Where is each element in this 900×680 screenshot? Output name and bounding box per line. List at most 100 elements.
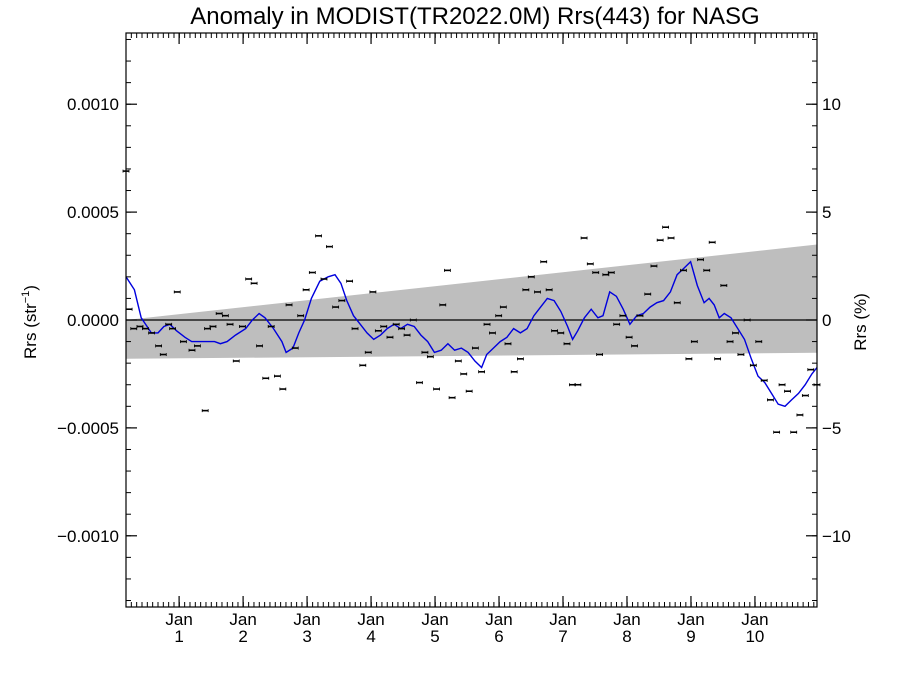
- data-point: [680, 268, 687, 272]
- y-tick-label-right: 0: [822, 311, 831, 330]
- x-tick-label-year: 10: [745, 627, 764, 646]
- data-point: [245, 277, 253, 281]
- data-point: [250, 281, 258, 285]
- data-point: [613, 322, 621, 326]
- data-point: [194, 344, 201, 348]
- x-tick-label-year: 8: [622, 627, 631, 646]
- data-point: [631, 344, 638, 348]
- y-axis-label-left-sup: −1: [20, 291, 32, 304]
- data-point: [592, 271, 600, 275]
- data-point: [291, 346, 299, 350]
- data-point: [426, 355, 434, 359]
- data-points-layer: [122, 169, 821, 434]
- x-tick-label-month: Jan: [293, 610, 320, 629]
- x-tick-label-year: 5: [430, 627, 439, 646]
- x-tick-label-year: 7: [558, 627, 567, 646]
- data-point: [801, 394, 809, 398]
- data-point: [320, 277, 328, 281]
- data-point: [489, 331, 496, 335]
- data-point: [478, 370, 485, 374]
- data-point: [574, 383, 582, 387]
- data-point: [662, 225, 670, 229]
- data-point: [690, 340, 698, 344]
- y-axis-label-right: Rrs (%): [851, 293, 870, 351]
- data-point: [465, 389, 473, 393]
- data-point: [557, 331, 565, 335]
- data-point: [517, 357, 524, 361]
- data-point: [201, 409, 209, 413]
- data-point: [262, 376, 270, 380]
- data-point: [755, 340, 763, 344]
- x-tick-label-year: 2: [238, 627, 247, 646]
- data-point: [302, 288, 310, 292]
- data-point: [374, 329, 382, 333]
- data-point: [308, 271, 316, 275]
- data-point: [796, 413, 804, 417]
- data-point: [540, 260, 548, 264]
- data-point: [421, 350, 429, 354]
- data-point: [743, 318, 751, 322]
- data-point: [351, 327, 359, 331]
- data-point: [416, 381, 423, 385]
- data-point: [673, 301, 681, 305]
- data-point: [326, 245, 333, 249]
- y-axis-label-left: Rrs (str−1): [20, 285, 40, 359]
- data-point: [256, 344, 263, 348]
- data-point: [499, 305, 507, 309]
- data-point: [602, 273, 610, 277]
- y-tick-label-left: −0.0010: [57, 527, 119, 546]
- data-point: [563, 342, 571, 346]
- y-tick-label-right: 10: [822, 95, 841, 114]
- data-point: [364, 350, 372, 354]
- x-tick-label-month: Jan: [741, 610, 768, 629]
- x-tick-label-year: 1: [174, 627, 183, 646]
- chart-title: Anomaly in MODIST(TR2022.0M) Rrs(443) fo…: [190, 3, 759, 30]
- x-tick-label-month: Jan: [485, 610, 512, 629]
- y-tick-label-right: 5: [822, 203, 831, 222]
- data-point: [703, 268, 711, 272]
- y-tick-label-right: −10: [822, 527, 851, 546]
- data-point: [315, 234, 322, 238]
- data-point: [359, 363, 367, 367]
- data-point: [239, 324, 246, 328]
- data-point: [644, 292, 652, 296]
- y-axis-label-left-close: ): [21, 285, 40, 291]
- data-point: [221, 314, 229, 318]
- data-point: [619, 314, 627, 318]
- data-point: [180, 340, 187, 344]
- x-tick-label-month: Jan: [613, 610, 640, 629]
- data-point: [527, 275, 535, 279]
- data-point: [409, 318, 417, 322]
- data-point: [656, 238, 664, 242]
- x-tick-label-month: Jan: [421, 610, 448, 629]
- data-point: [714, 357, 722, 361]
- x-tick-label-month: Jan: [229, 610, 256, 629]
- data-point: [369, 290, 377, 294]
- y-axis-label-left-main: Rrs (str: [21, 303, 40, 359]
- data-point: [545, 288, 553, 292]
- data-point: [767, 398, 774, 402]
- data-point: [510, 370, 518, 374]
- data-point: [380, 324, 388, 328]
- data-point: [448, 396, 456, 400]
- y-tick-label-left: 0.0005: [67, 203, 119, 222]
- y-tick-label-right: −5: [822, 419, 841, 438]
- data-point: [504, 342, 512, 346]
- uncertainty-band-area: [126, 244, 817, 359]
- data-point: [209, 324, 217, 328]
- smooth-line: [125, 260, 818, 408]
- data-point: [790, 430, 798, 434]
- data-point: [159, 353, 167, 357]
- data-point: [398, 327, 406, 331]
- y-tick-label-left: 0.0010: [67, 95, 119, 114]
- data-point: [439, 303, 447, 307]
- data-point: [650, 264, 658, 268]
- x-tick-label-month: Jan: [677, 610, 704, 629]
- data-point: [708, 240, 716, 244]
- data-point: [625, 335, 633, 339]
- data-point: [807, 368, 815, 372]
- data-point: [142, 327, 149, 331]
- y-tick-label-left: −0.0005: [57, 419, 119, 438]
